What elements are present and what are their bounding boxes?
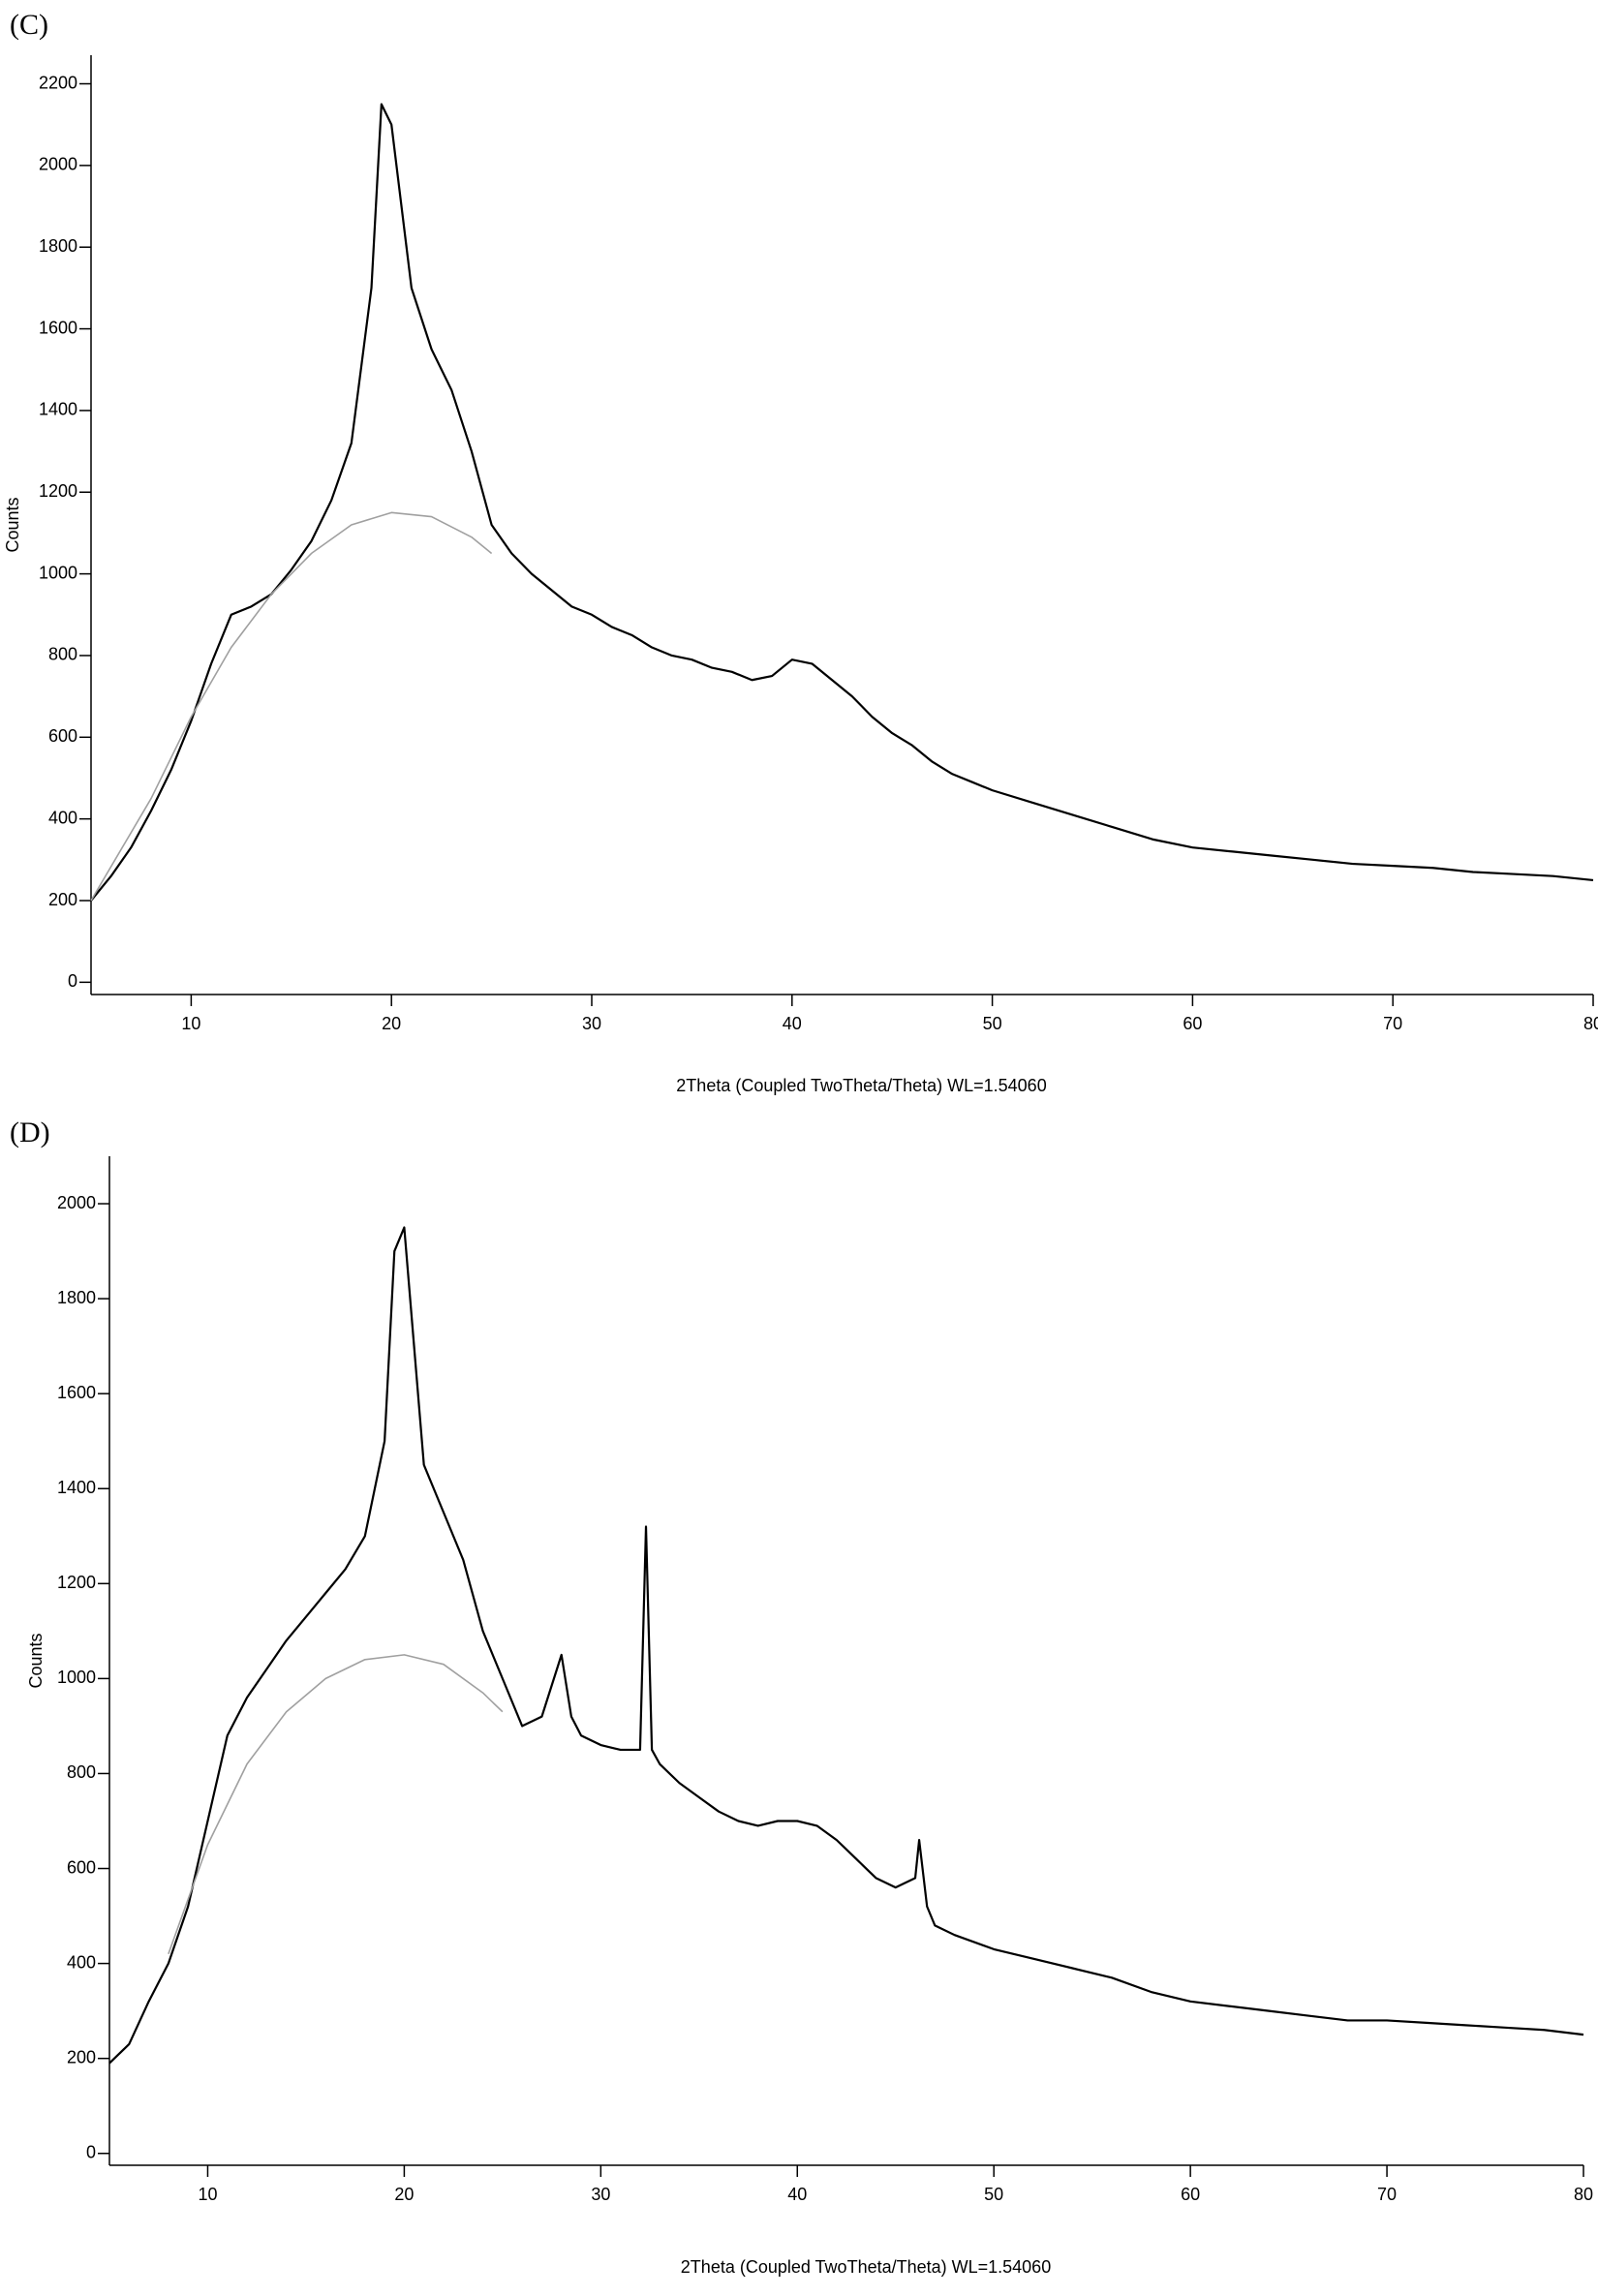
y-tick-label: 400 bbox=[67, 1952, 96, 1972]
x-tick-label: 30 bbox=[582, 1014, 601, 1033]
x-tick-label: 60 bbox=[1181, 2185, 1200, 2204]
x-tick-label: 50 bbox=[983, 1014, 1002, 1033]
y-tick-label: 1000 bbox=[39, 563, 77, 582]
y-tick-label: 1200 bbox=[39, 481, 77, 501]
y-tick-label: 0 bbox=[86, 2142, 96, 2161]
data-line bbox=[168, 1654, 504, 1955]
x-tick-label: 40 bbox=[787, 2185, 807, 2204]
y-tick-label: 1400 bbox=[57, 1478, 96, 1497]
y-tick-label: 800 bbox=[67, 1762, 96, 1782]
data-line bbox=[90, 511, 493, 902]
y-tick-label: 2000 bbox=[39, 155, 77, 174]
data-line bbox=[108, 1226, 1584, 2065]
x-tick-label: 70 bbox=[1383, 1014, 1402, 1033]
y-tick-label: 1600 bbox=[57, 1383, 96, 1402]
y-tick-label: 2000 bbox=[57, 1193, 96, 1212]
y-tick-label: 1400 bbox=[39, 400, 77, 419]
x-tick-label: 20 bbox=[382, 1014, 401, 1033]
y-tick-label: 400 bbox=[48, 808, 77, 827]
y-tick-label: 1800 bbox=[39, 236, 77, 256]
data-line bbox=[90, 103, 1594, 902]
x-tick-label: 10 bbox=[181, 1014, 200, 1033]
y-tick-label: 600 bbox=[48, 726, 77, 746]
x-tick-label: 10 bbox=[198, 2185, 217, 2204]
x-tick-label: 70 bbox=[1377, 2185, 1397, 2204]
x-tick-label: 20 bbox=[394, 2185, 414, 2204]
x-tick-label: 40 bbox=[783, 1014, 802, 1033]
y-tick-label: 1000 bbox=[57, 1668, 96, 1687]
x-tick-label: 60 bbox=[1183, 1014, 1202, 1033]
x-axis-label: 2Theta (Coupled TwoTheta/Theta) WL=1.540… bbox=[676, 1076, 1046, 1095]
y-tick-label: 800 bbox=[48, 645, 77, 664]
y-tick-label: 1800 bbox=[57, 1288, 96, 1307]
y-tick-label: 0 bbox=[68, 971, 77, 991]
panel-label: (D) bbox=[10, 1117, 50, 1148]
y-axis-label: Counts bbox=[26, 1633, 46, 1688]
y-tick-label: 200 bbox=[48, 890, 77, 909]
x-tick-label: 80 bbox=[1583, 1014, 1598, 1033]
y-tick-label: 600 bbox=[67, 1857, 96, 1877]
y-tick-label: 200 bbox=[67, 2047, 96, 2066]
x-axis-label: 2Theta (Coupled TwoTheta/Theta) WL=1.540… bbox=[681, 2257, 1051, 2277]
y-tick-label: 2200 bbox=[39, 73, 77, 92]
y-tick-label: 1600 bbox=[39, 318, 77, 337]
panel-label: (C) bbox=[10, 9, 48, 41]
x-tick-label: 50 bbox=[984, 2185, 1003, 2204]
x-tick-label: 30 bbox=[591, 2185, 610, 2204]
x-tick-label: 80 bbox=[1574, 2185, 1593, 2204]
y-tick-label: 1200 bbox=[57, 1573, 96, 1592]
y-axis-label: Counts bbox=[3, 497, 22, 552]
